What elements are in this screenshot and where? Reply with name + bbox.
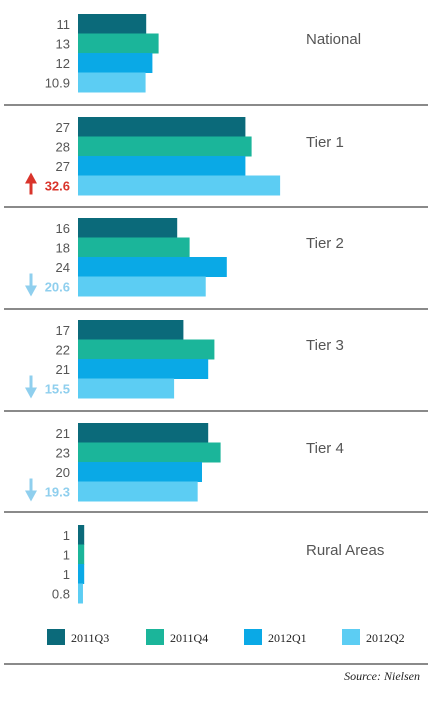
value-label: 1 xyxy=(63,567,70,582)
bar-national-2011q3 xyxy=(78,14,147,34)
value-label: 13 xyxy=(56,37,70,52)
bar-national-2012q1 xyxy=(78,53,153,73)
group-label: Tier 3 xyxy=(306,337,344,354)
group-label: Rural Areas xyxy=(306,542,384,559)
bar-tier-4-2011q3 xyxy=(78,423,209,443)
trend-down-arrow-head-icon xyxy=(25,387,37,399)
value-label: 28 xyxy=(56,140,70,155)
trend-up-arrow-head-icon xyxy=(25,172,37,184)
group-label: Tier 2 xyxy=(306,235,344,252)
value-label: 20 xyxy=(56,465,70,480)
group-label: Tier 4 xyxy=(306,440,344,457)
bar-rural-areas-2012q2 xyxy=(78,583,83,604)
value-label: 11 xyxy=(57,17,71,32)
bar-tier-4-2012q2 xyxy=(78,481,198,502)
value-label: 17 xyxy=(56,323,70,338)
legend-label: 2011Q3 xyxy=(71,631,109,645)
value-label: 27 xyxy=(56,120,70,135)
legend-label: 2012Q2 xyxy=(366,631,405,645)
bar-tier-1-2011q4 xyxy=(78,136,252,157)
bar-rural-areas-2012q1 xyxy=(78,564,85,584)
legend-swatch xyxy=(146,629,164,645)
value-label: 19.3 xyxy=(45,485,70,500)
bar-national-2011q4 xyxy=(78,33,159,54)
value-label: 21 xyxy=(56,362,70,377)
legend-label: 2011Q4 xyxy=(170,631,208,645)
bar-tier-4-2012q1 xyxy=(78,462,202,482)
value-label: 12 xyxy=(56,56,70,71)
legend-swatch xyxy=(244,629,262,645)
bar-tier-2-2011q4 xyxy=(78,237,190,258)
bar-tier-3-2012q2 xyxy=(78,378,175,399)
bar-tier-3-2012q1 xyxy=(78,359,209,379)
bar-tier-1-2011q3 xyxy=(78,117,246,137)
value-label: 18 xyxy=(56,241,70,256)
bar-tier-4-2011q4 xyxy=(78,442,221,463)
group-label: National xyxy=(306,31,361,48)
bar-tier-2-2012q1 xyxy=(78,257,227,277)
value-label: 24 xyxy=(56,260,70,275)
legend-swatch xyxy=(47,629,65,645)
bar-rural-areas-2011q3 xyxy=(78,525,85,545)
value-label: 22 xyxy=(56,343,70,358)
value-label: 32.6 xyxy=(45,179,70,194)
bar-tier-1-2012q2 xyxy=(78,175,281,196)
bar-tier-1-2012q1 xyxy=(78,156,246,176)
value-label: 23 xyxy=(56,446,70,461)
value-label: 10.9 xyxy=(45,76,70,91)
bar-tier-2-2012q2 xyxy=(78,276,206,297)
bar-tier-3-2011q3 xyxy=(78,320,184,340)
value-label: 1 xyxy=(63,548,70,563)
bar-rural-areas-2011q4 xyxy=(78,544,85,565)
source-note: Source: Nielsen xyxy=(344,669,420,683)
group-label: Tier 1 xyxy=(306,134,344,151)
legend-label: 2012Q1 xyxy=(268,631,307,645)
value-label: 16 xyxy=(56,221,70,236)
value-label: 1 xyxy=(63,528,70,543)
value-label: 21 xyxy=(56,426,70,441)
bar-tier-2-2011q3 xyxy=(78,218,178,238)
bar-tier-3-2011q4 xyxy=(78,339,215,360)
value-label: 15.5 xyxy=(45,382,70,397)
value-label: 0.8 xyxy=(52,587,70,602)
trend-down-arrow-head-icon xyxy=(25,490,37,502)
trend-down-arrow-head-icon xyxy=(25,285,37,297)
value-label: 27 xyxy=(56,159,70,174)
value-label: 20.6 xyxy=(45,280,70,295)
legend-swatch xyxy=(342,629,360,645)
bar-national-2012q2 xyxy=(78,72,146,93)
